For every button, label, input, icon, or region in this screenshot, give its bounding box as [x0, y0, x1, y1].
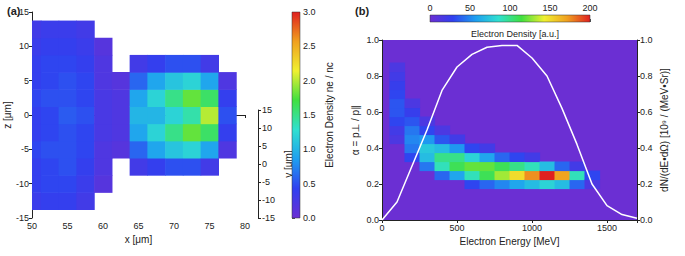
svg-text:0.5: 0.5	[303, 179, 316, 189]
svg-text:0.6: 0.6	[640, 107, 653, 117]
svg-text:3.0: 3.0	[303, 7, 316, 17]
svg-text:0: 0	[24, 110, 29, 120]
svg-text:Electron Density ne / nc: Electron Density ne / nc	[324, 62, 335, 168]
svg-text:10: 10	[262, 123, 272, 133]
svg-text:0.0: 0.0	[640, 215, 653, 225]
svg-text:0.0: 0.0	[366, 215, 379, 225]
svg-text:60: 60	[98, 221, 108, 231]
svg-text:-15: -15	[262, 213, 275, 223]
svg-text:y [μm]: y [μm]	[282, 150, 294, 178]
svg-text:50: 50	[27, 221, 37, 231]
svg-text:dN/(dE•dΩ) [10⁹ / (MeV•Sr)]: dN/(dE•dΩ) [10⁹ / (MeV•Sr)]	[659, 68, 670, 192]
svg-text:5: 5	[24, 76, 29, 86]
svg-text:15: 15	[19, 7, 29, 17]
svg-text:0: 0	[379, 223, 384, 233]
svg-text:0.2: 0.2	[366, 179, 379, 189]
svg-text:1.0: 1.0	[303, 144, 316, 154]
svg-text:0: 0	[427, 3, 432, 13]
svg-text:0.2: 0.2	[640, 179, 653, 189]
svg-text:-15: -15	[16, 213, 29, 223]
svg-text:0.6: 0.6	[366, 107, 379, 117]
svg-text:80: 80	[240, 221, 250, 231]
svg-text:50: 50	[465, 3, 475, 13]
svg-text:1500: 1500	[597, 223, 617, 233]
svg-text:2.5: 2.5	[303, 41, 316, 51]
svg-text:-10: -10	[16, 179, 29, 189]
svg-text:0.4: 0.4	[640, 143, 653, 153]
svg-text:200: 200	[582, 3, 597, 13]
svg-text:1000: 1000	[522, 223, 542, 233]
svg-text:1.0: 1.0	[640, 35, 653, 45]
svg-text:-5: -5	[21, 144, 29, 154]
svg-text:70: 70	[169, 221, 179, 231]
svg-text:100: 100	[502, 3, 517, 13]
svg-text:55: 55	[62, 221, 72, 231]
svg-text:10: 10	[19, 41, 29, 51]
svg-text:2.0: 2.0	[303, 76, 316, 86]
svg-text:α = p⊥ / p∥: α = p⊥ / p∥	[350, 105, 362, 155]
svg-text:150: 150	[542, 3, 557, 13]
svg-text:500: 500	[449, 223, 464, 233]
svg-text:(b): (b)	[355, 5, 369, 17]
svg-text:Electron Density [a.u.]: Electron Density [a.u.]	[471, 29, 559, 39]
svg-text:Electron Energy [MeV]: Electron Energy [MeV]	[459, 236, 559, 247]
svg-text:x [μm]: x [μm]	[125, 234, 153, 245]
svg-text:-5: -5	[262, 177, 270, 187]
svg-text:z [μm]: z [μm]	[2, 101, 13, 129]
svg-text:1.0: 1.0	[366, 35, 379, 45]
svg-text:0.8: 0.8	[366, 71, 379, 81]
svg-text:1.5: 1.5	[303, 110, 316, 120]
svg-text:15: 15	[262, 105, 272, 115]
svg-text:5: 5	[262, 141, 267, 151]
svg-text:75: 75	[204, 221, 214, 231]
svg-text:-10: -10	[262, 195, 275, 205]
svg-text:0.0: 0.0	[303, 213, 316, 223]
svg-text:(a): (a)	[7, 5, 21, 17]
svg-text:0.8: 0.8	[640, 71, 653, 81]
svg-text:65: 65	[133, 221, 143, 231]
svg-text:0: 0	[262, 159, 267, 169]
svg-text:0.4: 0.4	[366, 143, 379, 153]
